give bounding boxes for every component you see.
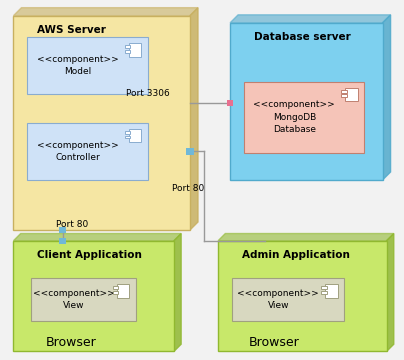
- Text: Client Application: Client Application: [38, 249, 142, 260]
- Text: Port 80: Port 80: [56, 220, 88, 229]
- Text: Port 3306: Port 3306: [126, 89, 170, 98]
- FancyBboxPatch shape: [186, 148, 194, 155]
- Polygon shape: [13, 234, 181, 241]
- FancyBboxPatch shape: [113, 291, 118, 294]
- FancyBboxPatch shape: [59, 227, 67, 233]
- FancyBboxPatch shape: [27, 123, 148, 180]
- Polygon shape: [383, 15, 391, 180]
- FancyBboxPatch shape: [321, 291, 327, 294]
- FancyBboxPatch shape: [341, 94, 347, 97]
- Text: <<component>>
View: <<component>> View: [33, 289, 114, 310]
- FancyBboxPatch shape: [244, 82, 364, 153]
- FancyBboxPatch shape: [128, 129, 141, 143]
- Text: <<component>>
Model: <<component>> Model: [37, 55, 118, 76]
- Text: Browser: Browser: [249, 336, 300, 348]
- FancyBboxPatch shape: [116, 284, 129, 298]
- Text: Browser: Browser: [46, 336, 97, 348]
- Polygon shape: [174, 234, 181, 351]
- FancyBboxPatch shape: [230, 23, 383, 180]
- Text: <<component>>
View: <<component>> View: [238, 289, 319, 310]
- FancyBboxPatch shape: [232, 278, 345, 321]
- FancyBboxPatch shape: [227, 100, 233, 107]
- Polygon shape: [190, 8, 198, 230]
- FancyBboxPatch shape: [125, 50, 130, 53]
- FancyBboxPatch shape: [125, 136, 130, 138]
- Text: <<component>>
MongoDB
Database: <<component>> MongoDB Database: [253, 100, 335, 135]
- FancyBboxPatch shape: [125, 45, 130, 48]
- Text: <<component>>
Controller: <<component>> Controller: [37, 141, 118, 162]
- Polygon shape: [13, 8, 198, 16]
- Polygon shape: [218, 234, 394, 241]
- FancyBboxPatch shape: [59, 238, 67, 244]
- FancyBboxPatch shape: [27, 37, 148, 94]
- Polygon shape: [230, 15, 391, 23]
- FancyBboxPatch shape: [345, 88, 358, 102]
- FancyBboxPatch shape: [113, 286, 118, 289]
- Text: Admin Application: Admin Application: [242, 249, 350, 260]
- FancyBboxPatch shape: [128, 43, 141, 57]
- FancyBboxPatch shape: [321, 286, 327, 289]
- Text: Port 80: Port 80: [172, 184, 204, 193]
- FancyBboxPatch shape: [13, 16, 190, 230]
- FancyBboxPatch shape: [125, 131, 130, 134]
- FancyBboxPatch shape: [218, 241, 387, 351]
- Polygon shape: [387, 234, 394, 351]
- FancyBboxPatch shape: [13, 241, 174, 351]
- Text: AWS Server: AWS Server: [38, 24, 106, 35]
- FancyBboxPatch shape: [325, 284, 338, 298]
- FancyBboxPatch shape: [32, 278, 136, 321]
- Text: Database server: Database server: [254, 32, 351, 42]
- FancyBboxPatch shape: [341, 90, 347, 93]
